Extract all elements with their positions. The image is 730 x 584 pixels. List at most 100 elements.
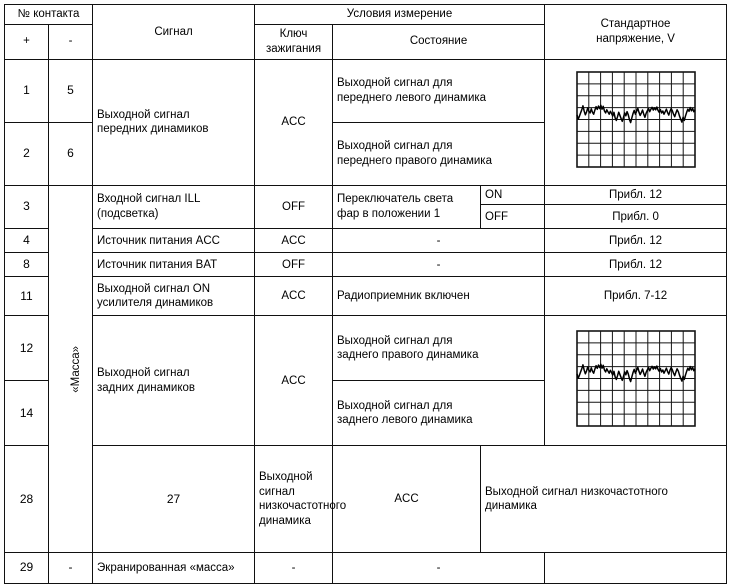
cell-sub-off: OFF <box>480 204 546 230</box>
signal-line3: динамика <box>259 515 311 528</box>
cell-signal: Выходной сигнал передних динамиков <box>92 58 256 186</box>
header-standard-voltage-line1: Стандартное <box>600 18 671 31</box>
state-line2: переднего правого динамика <box>337 154 492 167</box>
state-line2: переднего левого динамика <box>337 91 487 104</box>
state-line1: Выходной сигнал для <box>337 334 453 347</box>
header-standard-voltage-line2: напряжение, V <box>596 32 675 45</box>
header-conditions: Условия измерение <box>254 4 546 25</box>
waveform-svg <box>575 330 696 427</box>
cell-waveform <box>544 58 728 186</box>
cell-signal: Выходной сигнал задних динамиков <box>92 315 256 447</box>
cell-voltage: Прибл. 12 <box>544 228 728 254</box>
cell-pin-plus: 2 <box>4 121 49 186</box>
table-row: 1 5 Выходной сигнал передних динамиков A… <box>4 58 728 186</box>
table-row: 12 Выходной сигнал задних динамиков ACC … <box>4 315 728 447</box>
cell-ground-label: «Масса» <box>47 184 94 554</box>
cell-pin-minus: 27 <box>92 445 256 554</box>
table-row: 3 «Масса» Входной сигнал ILL (подсветка)… <box>4 184 728 554</box>
header-ignition-key: Ключ зажигания <box>254 23 334 60</box>
header-row-top: № контакта Сигнал Условия измерение Стан… <box>3 4 728 60</box>
cell-pin-plus: 29 <box>4 552 49 584</box>
state-line1: Выходной сигнал для <box>337 77 453 89</box>
state-line2: заднего левого динамика <box>337 414 473 427</box>
cell-state: - <box>332 228 546 254</box>
oscilloscope-waveform <box>575 71 696 169</box>
signal-line1: Выходной сигнал ON <box>97 282 211 295</box>
cell-state: Выходной сигнал для переднего левого дин… <box>332 58 546 123</box>
cell-pin-plus: 14 <box>4 380 49 447</box>
signal-line1: Входной сигнал ILL <box>97 193 201 206</box>
cell-voltage: Прибл. 12 <box>544 184 728 206</box>
cell-pin-plus: 1 <box>4 58 49 123</box>
cell-signal: Выходной сигнал ON усилителя динамиков <box>92 276 256 317</box>
table-row: 8 Источник питания BAT OFF - Прибл. 12 <box>4 252 728 278</box>
cell-state: Радиоприемник включен <box>332 276 546 317</box>
cell-signal: Источник питания ACC <box>92 228 256 254</box>
pinout-table-page: № контакта Сигнал Условия измерение Стан… <box>3 4 728 584</box>
cell-ignition: ACC <box>254 228 334 254</box>
signal-line2: задних динамиков <box>97 381 195 394</box>
cell-pin-minus: 6 <box>47 121 94 186</box>
state-line1: Выходной сигнал для <box>337 140 453 152</box>
table-row: 29 - Экранированная «масса» - - <box>4 552 728 584</box>
header-standard-voltage: Стандартное напряжение, V <box>544 4 728 60</box>
table-row: 4 Источник питания ACC ACC - Прибл. 12 <box>4 228 728 254</box>
ground-label-text: «Масса» <box>70 345 83 393</box>
cell-ignition: OFF <box>254 252 334 278</box>
cell-signal: Выходной сигнал низкочастотного динамика <box>254 445 346 554</box>
cell-ignition: ACC <box>254 58 334 186</box>
cell-pin-plus: 11 <box>4 276 49 317</box>
state-line2: динамика <box>485 500 537 513</box>
waveform-svg <box>575 71 696 169</box>
header-ignition-key-line1: Ключ <box>279 28 308 40</box>
table-row: OFF Прибл. 0 <box>5 204 728 230</box>
header-row-bottom: + - Ключ зажигания Состояние <box>4 23 727 60</box>
cell-pin-minus: 5 <box>47 58 94 123</box>
cell-signal: Экранированная «масса» <box>92 552 256 584</box>
header-ignition-key-line2: зажигания <box>265 42 322 55</box>
connector-pinout-table: № контакта Сигнал Условия измерение Стан… <box>3 4 728 584</box>
cell-state: Выходной сигнал для заднего правого дина… <box>332 315 546 382</box>
table-header: № контакта Сигнал Условия измерение Стан… <box>3 4 728 60</box>
cell-pin-plus: 12 <box>4 315 49 382</box>
signal-line1: Выходной сигнал <box>97 367 190 380</box>
table-body: 1 5 Выходной сигнал передних динамиков A… <box>4 58 728 584</box>
signal-line2: передних динамиков <box>97 123 209 136</box>
cell-ignition: ACC <box>332 445 482 554</box>
table-row: 28 27 Выходной сигнал низкочастотного ди… <box>4 445 728 554</box>
table-row: 14 Выходной сигнал для заднего левого ди… <box>4 380 727 447</box>
signal-line1: Выходной сигнал <box>97 108 190 121</box>
signal-line2: усилителя динамиков <box>97 297 214 310</box>
state-line1: Выходной сигнал низкочастотного <box>485 485 668 498</box>
signal-line2: низкочастотного <box>259 500 347 513</box>
cell-ignition: - <box>254 552 334 584</box>
cell-state: Выходной сигнал низкочастотного динамика <box>480 445 728 554</box>
cell-voltage <box>544 552 728 584</box>
cell-ignition: OFF <box>254 184 334 230</box>
cell-signal: Входной сигнал ILL (подсветка) <box>92 184 256 230</box>
cell-state: Выходной сигнал для переднего правого ди… <box>332 121 546 186</box>
cell-ignition: ACC <box>254 276 334 317</box>
cell-ignition: ACC <box>254 315 334 447</box>
oscilloscope-waveform <box>575 330 696 427</box>
cell-signal: Источник питания BAT <box>92 252 256 278</box>
state-line2: заднего правого динамика <box>337 349 479 362</box>
cell-pin-plus: 28 <box>4 445 49 554</box>
signal-line1: Выходной сигнал <box>259 470 313 498</box>
cell-voltage: Прибл. 12 <box>544 252 728 278</box>
cell-pin-plus: 4 <box>4 228 49 254</box>
cell-voltage: Прибл. 7-12 <box>544 276 728 317</box>
state-line1: Выходной сигнал для <box>337 399 453 412</box>
signal-line2: (подсветка) <box>97 208 159 221</box>
cell-state: - <box>332 252 546 278</box>
cell-voltage: Прибл. 0 <box>544 204 728 230</box>
header-pin-plus: + <box>4 23 49 60</box>
header-pin-group: № контакта <box>3 4 94 25</box>
cell-pin-plus: 8 <box>4 252 49 278</box>
cell-state: Выходной сигнал для заднего левого динам… <box>332 380 546 447</box>
cell-sub-on: ON <box>480 184 546 206</box>
header-pin-minus: - <box>47 23 94 60</box>
state-line2: фар в положении 1 <box>337 208 441 221</box>
cell-waveform <box>544 315 728 447</box>
cell-pin-minus: - <box>47 552 94 584</box>
